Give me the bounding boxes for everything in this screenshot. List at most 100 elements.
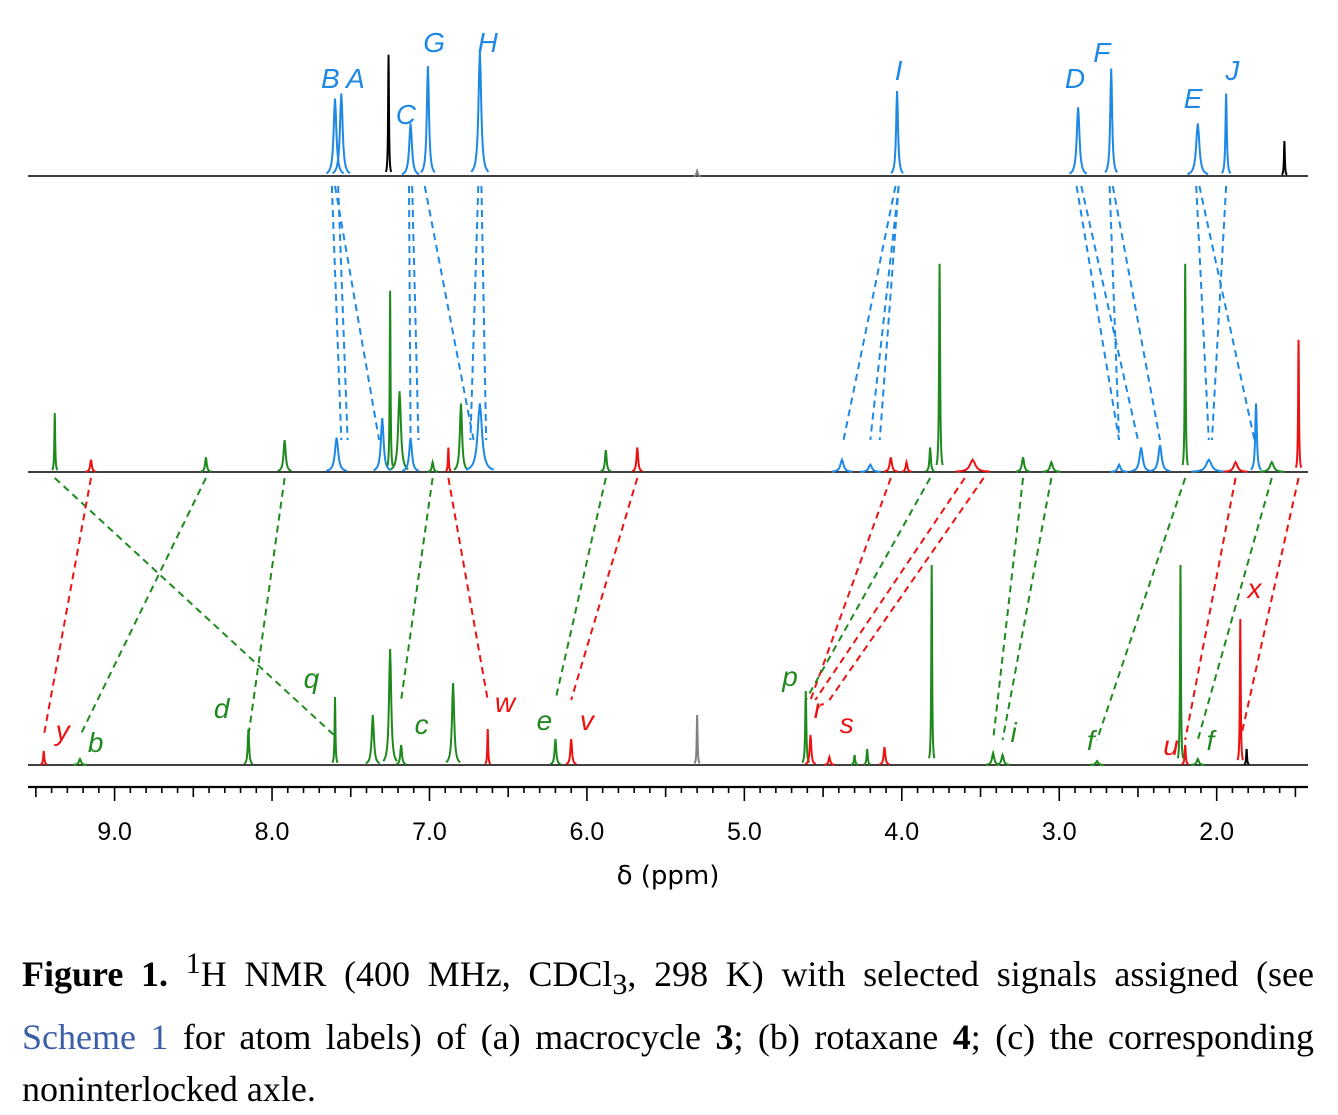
peak-label-F: F bbox=[1093, 37, 1112, 68]
spectrum-3-peak bbox=[863, 748, 871, 766]
spectrum-3-peak bbox=[549, 738, 561, 766]
correlation-line bbox=[570, 477, 639, 701]
spectrum-2-peak bbox=[1250, 403, 1262, 471]
peak-label-I: I bbox=[895, 55, 903, 86]
correlation-line bbox=[330, 185, 343, 441]
spectrum-3-peak bbox=[801, 690, 811, 764]
correlation-line bbox=[480, 185, 488, 441]
caption-text-1: H NMR (400 MHz, CDCl bbox=[200, 954, 613, 994]
spectrum-1-peak bbox=[384, 54, 393, 173]
spectrum-3-peak bbox=[484, 728, 492, 765]
spectrum-2-peak bbox=[631, 447, 643, 473]
correlation-line bbox=[554, 477, 607, 701]
spectrum-2-peak bbox=[386, 290, 394, 467]
spectrum-2-peak bbox=[1191, 458, 1227, 473]
peak-label-w: w bbox=[495, 687, 517, 718]
correlation-line bbox=[400, 477, 434, 701]
peak-label-p: p bbox=[781, 661, 798, 692]
spectrum-3-peak bbox=[331, 696, 339, 764]
caption-text-3: for atom labels) of (a) macrocycle bbox=[168, 1017, 716, 1058]
correlation-line bbox=[1184, 477, 1237, 741]
spectrum-2-peak bbox=[200, 457, 212, 473]
scheme-link[interactable]: Scheme 1 bbox=[22, 1017, 169, 1058]
peak-label-J: J bbox=[1224, 55, 1240, 86]
peak-label-f: f bbox=[1087, 725, 1098, 756]
correlation-line bbox=[878, 185, 900, 441]
spectrum-1-peak bbox=[1281, 140, 1288, 176]
spectrum-3-peak bbox=[928, 564, 936, 759]
correlation-line bbox=[42, 477, 92, 737]
correlation-line bbox=[1196, 477, 1273, 741]
spectrum-3-peak bbox=[693, 714, 701, 764]
x-tick-label: 8.0 bbox=[255, 818, 290, 846]
correlation-line bbox=[447, 477, 489, 701]
spectrum-2-peak bbox=[85, 459, 97, 473]
spectrum-1-peak bbox=[1187, 123, 1209, 176]
correlation-line bbox=[1210, 185, 1228, 441]
spectrum-3-peak bbox=[850, 754, 859, 766]
caption-subscript: 3 bbox=[612, 968, 628, 1002]
figure-caption: Figure 1. 1H NMR (400 MHz, CDCl3, 298 K)… bbox=[22, 938, 1314, 1115]
spectrum-2-peak bbox=[1294, 339, 1303, 468]
figure-label: Figure 1. bbox=[22, 954, 168, 994]
spectra-traces bbox=[28, 50, 1308, 766]
compound-4: 4 bbox=[952, 1017, 971, 1058]
spectrum-2-peak bbox=[901, 458, 912, 473]
spectrum-2-peak bbox=[373, 418, 392, 472]
spectrum-3-peak bbox=[986, 749, 1001, 766]
peak-label-C: C bbox=[396, 99, 417, 130]
correlation-line bbox=[804, 477, 932, 701]
correlation-line bbox=[992, 477, 1025, 741]
peak-label-D: D bbox=[1065, 63, 1085, 94]
correlation-line bbox=[411, 185, 420, 441]
spectrum-2-peak bbox=[1110, 462, 1128, 473]
correlation-line bbox=[1080, 185, 1139, 441]
correlation-line bbox=[1239, 477, 1300, 741]
spectrum-2-peak bbox=[453, 403, 469, 471]
spectrum-2-peak bbox=[1130, 447, 1152, 473]
spectrum-3-peak bbox=[72, 756, 87, 766]
spectrum-2-peak bbox=[831, 457, 853, 473]
peak-label-x: x bbox=[1245, 573, 1262, 604]
spectrum-1-peak bbox=[420, 65, 436, 173]
correlation-line bbox=[814, 477, 966, 701]
correlation-line bbox=[423, 185, 475, 441]
spectrum-2-peak bbox=[883, 457, 898, 473]
spectrum-2-peak bbox=[401, 437, 420, 472]
correlation-line bbox=[334, 185, 381, 441]
x-tick-label: 9.0 bbox=[97, 818, 132, 846]
x-tick-label: 3.0 bbox=[1042, 818, 1077, 846]
spectrum-1-peak bbox=[1220, 93, 1232, 174]
spectrum-3-peak bbox=[40, 750, 48, 766]
x-tick-label: 5.0 bbox=[727, 818, 762, 846]
spectrum-3-peak bbox=[1090, 759, 1105, 766]
spectrum-3-peak bbox=[1243, 748, 1250, 766]
peak-label-E: E bbox=[1184, 83, 1203, 114]
peak-label-A: A bbox=[344, 63, 365, 94]
compound-3: 3 bbox=[715, 1017, 734, 1058]
spectrum-3-peak bbox=[1176, 564, 1185, 759]
spectrum-3-peak bbox=[1181, 744, 1190, 766]
correlation-line bbox=[869, 185, 900, 441]
correlation-line bbox=[842, 185, 897, 441]
spectrum-2-peak bbox=[325, 437, 348, 472]
spectrum-2-peak bbox=[1015, 457, 1031, 473]
spectrum-2-peak bbox=[600, 449, 612, 473]
peak-label-c: c bbox=[415, 709, 429, 740]
peak-label-H: H bbox=[478, 27, 499, 58]
correlation-line bbox=[1195, 185, 1210, 441]
spectrum-2-peak bbox=[1259, 460, 1284, 473]
spectrum-1-peak bbox=[1104, 68, 1119, 174]
caption-text-5: ; (c) the corresponding noninterlocked a… bbox=[22, 1017, 1315, 1110]
spectrum-2-peak bbox=[1223, 460, 1248, 473]
spectrum-2-peak bbox=[427, 458, 438, 473]
peak-label-v: v bbox=[580, 705, 596, 736]
peak-label-e: e bbox=[537, 705, 553, 736]
spectrum-2-peak bbox=[465, 403, 495, 471]
spectrum-2-peak bbox=[445, 447, 452, 473]
correlation-line bbox=[54, 477, 336, 737]
correlation-line bbox=[1096, 477, 1187, 741]
correlation-line bbox=[79, 477, 207, 737]
